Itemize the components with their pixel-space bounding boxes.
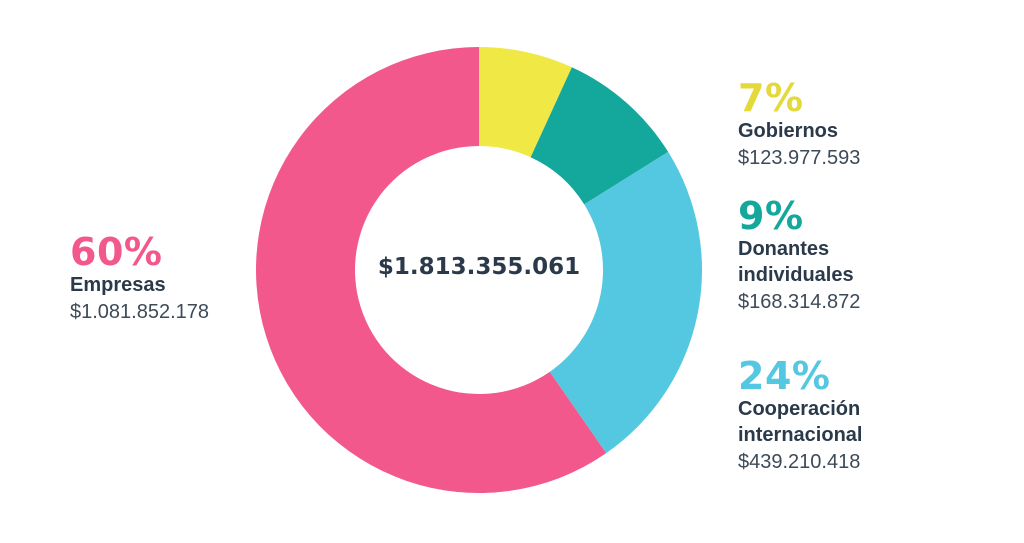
legend-empresas-name: Empresas [70, 274, 166, 296]
donut-slice-empresas [256, 47, 607, 493]
center-total-label: $1.813.355.061 [378, 254, 580, 280]
legend-donantes: 9% Donantes individuales $168.314.872 [738, 196, 860, 316]
legend-donantes-amount: $168.314.872 [738, 291, 861, 313]
legend-gobiernos-percent: 7% [738, 76, 804, 120]
legend-cooperacion-name-line2: internacional [738, 424, 863, 446]
legend-gobiernos-name: Gobiernos [738, 120, 839, 142]
legend-cooperacion-name-line1: Cooperación [738, 398, 861, 420]
legend-donantes-name-line1: Donantes [738, 238, 830, 260]
donut-slice-cooperaci-n-internacional [549, 151, 702, 454]
legend-donantes-name-line2: individuales [738, 264, 854, 286]
legend-empresas: 60% Empresas $1.081.852.178 [70, 232, 209, 326]
donut-slice-gobiernos [479, 47, 572, 158]
legend-empresas-percent: 60% [70, 230, 163, 274]
legend-cooperacion-percent: 24% [738, 354, 831, 398]
legend-gobiernos-amount: $123.977.593 [738, 147, 861, 169]
legend-donantes-percent: 9% [738, 194, 804, 238]
legend-cooperacion-amount: $439.210.418 [738, 451, 861, 473]
legend-cooperacion: 24% Cooperación internacional $439.210.4… [738, 356, 862, 476]
donut-slices [256, 47, 702, 493]
donut-slice-donantes-individuales [530, 67, 669, 205]
legend-gobiernos: 7% Gobiernos $123.977.593 [738, 78, 860, 172]
legend-empresas-amount: $1.081.852.178 [70, 301, 210, 323]
